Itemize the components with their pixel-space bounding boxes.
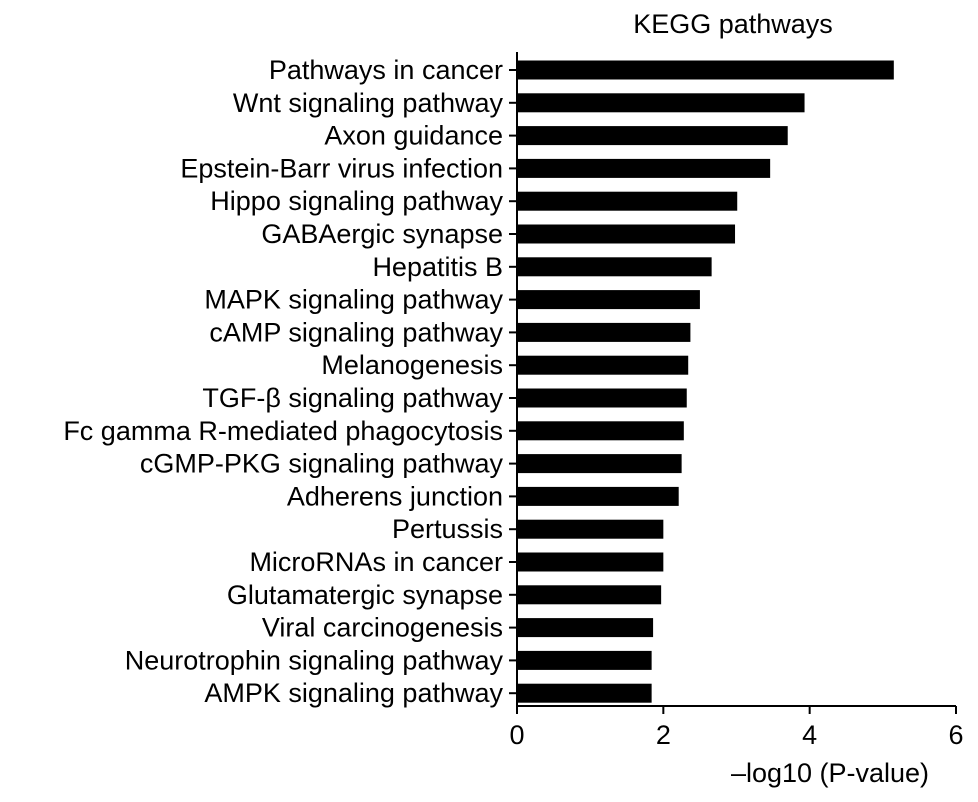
category-label: cAMP signaling pathway: [209, 317, 503, 347]
bar: [517, 454, 682, 474]
chart-title: KEGG pathways: [633, 9, 833, 39]
bar: [517, 388, 687, 408]
bar: [517, 60, 894, 80]
bar: [517, 585, 662, 605]
category-label: GABAergic synapse: [261, 219, 503, 249]
category-label: Glutamatergic synapse: [227, 580, 503, 610]
category-label: Pathways in cancer: [269, 55, 503, 85]
bar: [517, 93, 805, 113]
category-label: Melanogenesis: [321, 350, 503, 380]
x-tick-label: 2: [656, 720, 671, 750]
category-label: MAPK signaling pathway: [204, 285, 503, 315]
category-label: Pertussis: [392, 514, 503, 544]
bar: [517, 126, 788, 146]
x-axis-label: –log10 (P-value): [731, 758, 929, 788]
category-label: Wnt signaling pathway: [233, 88, 504, 118]
category-label: MicroRNAs in cancer: [249, 547, 503, 577]
y-axis-ticks: [509, 69, 517, 695]
bar: [517, 421, 684, 441]
x-tick-label: 0: [509, 720, 524, 750]
bar: [517, 158, 771, 178]
bar: [517, 290, 700, 310]
bar: [517, 224, 736, 244]
bar: [517, 683, 652, 703]
bar: [517, 618, 654, 638]
category-label: Hepatitis B: [372, 252, 503, 282]
x-axis-ticks: 0 2 4 6: [509, 706, 964, 750]
x-tick-label: 4: [802, 720, 817, 750]
bar: [517, 519, 664, 539]
bar: [517, 355, 689, 375]
bars: [517, 60, 894, 703]
x-tick-label: 6: [948, 720, 963, 750]
bar: [517, 191, 738, 211]
category-label: AMPK signaling pathway: [204, 678, 503, 708]
bar: [517, 322, 691, 342]
category-label: TGF-β signaling pathway: [202, 383, 503, 413]
category-label: Neurotrophin signaling pathway: [125, 645, 504, 675]
bar: [517, 257, 712, 277]
category-label: Viral carcinogenesis: [262, 613, 503, 643]
bar: [517, 486, 679, 506]
bar: [517, 552, 664, 572]
category-label: Epstein-Barr virus infection: [180, 153, 503, 183]
category-label: Adherens junction: [287, 481, 503, 511]
category-label: Axon guidance: [324, 121, 503, 151]
category-label: Fc gamma R-mediated phagocytosis: [63, 416, 503, 446]
category-label: cGMP-PKG signaling pathway: [140, 449, 504, 479]
category-label: Hippo signaling pathway: [210, 186, 503, 216]
bar: [517, 650, 652, 670]
